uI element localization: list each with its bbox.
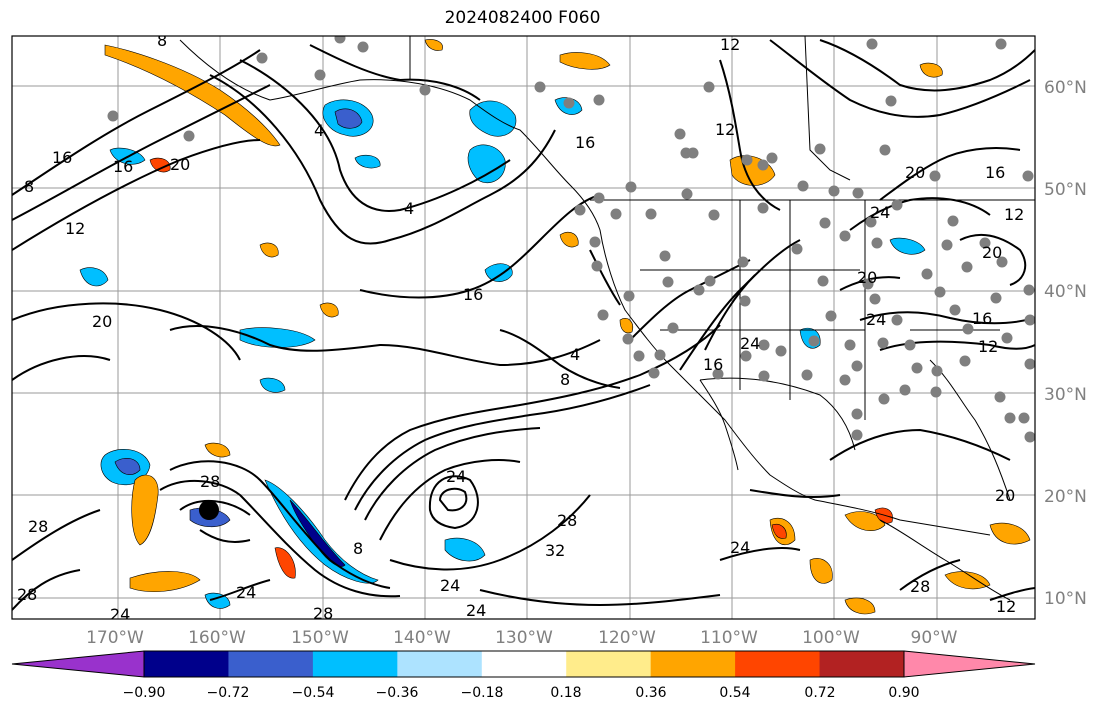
lon-tick-label: 150°W [291, 628, 349, 648]
contour-label: 12 [996, 597, 1016, 616]
shaded-field [79, 39, 1031, 615]
colorbar-segment [312, 651, 398, 677]
contour-label: 20 [857, 268, 877, 287]
lon-tick-label: 100°W [802, 628, 860, 648]
contour-label: 28 [313, 604, 333, 623]
contour-label: 8 [353, 539, 363, 558]
contour-label: 20 [170, 155, 190, 174]
contour-label: 24 [466, 601, 486, 620]
contour-label: 16 [703, 355, 723, 374]
lon-tick-label: 90°W [911, 628, 958, 648]
contour-label: 28 [910, 577, 930, 596]
contour-label: 16 [972, 309, 992, 328]
contour-label: 28 [200, 472, 220, 491]
coastlines-and-borders [179, 36, 1035, 601]
colorbar-segment [481, 651, 567, 677]
contour-label: 20 [905, 163, 925, 182]
contour-label: 24 [440, 576, 460, 595]
lon-tick-label: 170°W [86, 628, 144, 648]
colorbar-segment [819, 651, 905, 677]
colorbar-tick-label: −0.54 [292, 685, 335, 701]
contour-label: 12 [1004, 205, 1024, 224]
colorbar-frame-right [903, 650, 1036, 678]
map-frame [11, 35, 1036, 620]
lat-tick-label: 20°N [1044, 487, 1087, 507]
colorbar-extend-low [12, 651, 144, 677]
contour-label: 16 [575, 133, 595, 152]
lat-tick-label: 30°N [1044, 385, 1087, 405]
contour-label: 4 [570, 345, 580, 364]
colorbar-tick-labels: −0.90 −0.72 −0.54 −0.36 −0.18 0.18 0.36 … [123, 685, 920, 701]
contour-label: 12 [978, 337, 998, 356]
lat-tick-label: 50°N [1044, 180, 1087, 200]
contour-label: 24 [866, 310, 886, 329]
contour-label: 8 [560, 370, 570, 389]
latitude-tick-labels: 60°N 50°N 40°N 30°N 20°N 10°N [1044, 78, 1087, 609]
contour-label: 28 [557, 511, 577, 530]
contour-label: 32 [545, 541, 565, 560]
colorbar-segments [12, 651, 1035, 677]
colorbar-tick-label: 0.18 [550, 685, 581, 701]
contour-label: 24 [870, 203, 890, 222]
colorbar-tick-label: 0.90 [888, 685, 919, 701]
contour-label: 20 [995, 486, 1015, 505]
colorbar-tick-label: 0.72 [804, 685, 835, 701]
lon-tick-label: 160°W [188, 628, 246, 648]
contour-label: 16 [113, 157, 133, 176]
lat-tick-label: 10°N [1044, 589, 1087, 609]
colorbar-tick-label: −0.36 [376, 685, 419, 701]
lon-tick-label: 140°W [393, 628, 451, 648]
colorbar-segment [397, 651, 483, 677]
contour-label: 16 [463, 285, 483, 304]
map-plot-area: 8 12 16 20 4 8 12 16 20 20 24 28 24 28 8… [12, 31, 1035, 624]
colorbar-tick-label: −0.90 [123, 685, 166, 701]
lon-tick-label: 130°W [495, 628, 553, 648]
contour-label: 12 [65, 219, 85, 238]
lat-tick-label: 60°N [1044, 78, 1087, 98]
contour-label: 20 [982, 243, 1002, 262]
map-title: 2024082400 F060 [444, 8, 601, 28]
contour-label: 4 [404, 199, 414, 218]
colorbar-tick-label: 0.36 [635, 685, 666, 701]
colorbar: −0.90 −0.72 −0.54 −0.36 −0.18 0.18 0.36 … [11, 650, 1036, 701]
colorbar-extend-high [904, 651, 1035, 677]
storm-center-marker [199, 500, 219, 520]
contour-label: 8 [24, 177, 34, 196]
lon-tick-label: 110°W [700, 628, 758, 648]
colorbar-segment [735, 651, 821, 677]
contour-label-group: 8 12 16 20 4 8 12 16 20 20 24 28 24 28 8… [17, 31, 1024, 624]
contour-label: 4 [314, 121, 324, 140]
contour-label: 24 [740, 334, 760, 353]
contour-label: 24 [730, 538, 750, 557]
contour-label: 12 [720, 35, 740, 54]
contour-label: 24 [110, 605, 130, 624]
colorbar-segment [228, 651, 314, 677]
lat-tick-label: 40°N [1044, 282, 1087, 302]
colorbar-tick-label: 0.54 [719, 685, 750, 701]
contour-label: 16 [985, 163, 1005, 182]
contour-label: 16 [52, 148, 72, 167]
colorbar-segment [144, 651, 229, 677]
colorbar-segment [566, 651, 652, 677]
contour-label: 12 [715, 120, 735, 139]
lon-tick-label: 120°W [598, 628, 656, 648]
contour-label: 24 [446, 467, 466, 486]
colorbar-tick-label: −0.72 [207, 685, 250, 701]
contour-label: 20 [92, 312, 112, 331]
colorbar-tick-label: −0.18 [461, 685, 504, 701]
contour-label: 28 [28, 517, 48, 536]
longitude-tick-labels: 170°W 160°W 150°W 140°W 130°W 120°W 110°… [86, 628, 958, 648]
contour-label: 28 [17, 585, 37, 604]
contour-lines [12, 39, 1035, 611]
station-markers [107, 36, 1035, 443]
contour-label: 8 [157, 31, 167, 50]
contour-label: 24 [236, 583, 256, 602]
colorbar-segment [650, 651, 736, 677]
